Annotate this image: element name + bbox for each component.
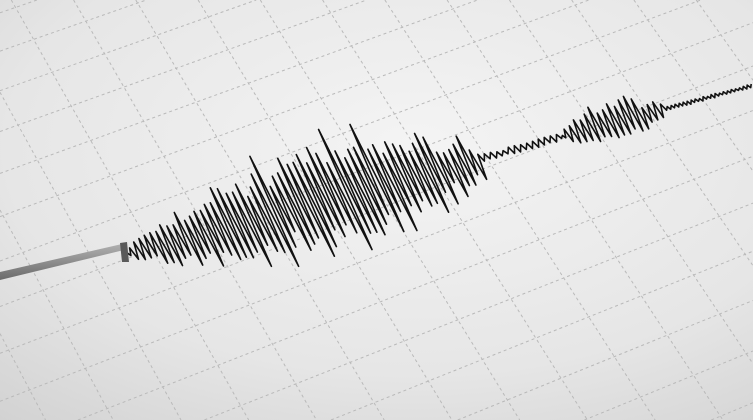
grid-line-horizontal bbox=[0, 0, 478, 174]
grid-line-horizontal bbox=[0, 65, 753, 354]
grid-line-horizontal bbox=[204, 202, 753, 420]
grid-line-horizontal bbox=[457, 300, 753, 420]
grid-line-horizontal bbox=[711, 402, 753, 420]
grid-line-vertical bbox=[10, 0, 250, 420]
grid-line-vertical bbox=[0, 333, 46, 420]
grid-line-horizontal bbox=[0, 0, 367, 132]
grid-line-vertical bbox=[384, 0, 656, 420]
grid-line-horizontal bbox=[330, 250, 753, 420]
grid-line-horizontal bbox=[0, 0, 590, 218]
grid-line-horizontal bbox=[0, 0, 147, 52]
grid-line-vertical bbox=[73, 0, 317, 420]
grid-line-vertical bbox=[322, 0, 588, 420]
grid-line-vertical bbox=[633, 0, 753, 172]
grid-line-horizontal bbox=[0, 110, 753, 402]
grid-line-vertical bbox=[197, 0, 453, 420]
grid-line-vertical bbox=[259, 0, 521, 420]
grid-line-vertical bbox=[0, 209, 114, 420]
grid-line-vertical bbox=[508, 0, 753, 365]
grid-line-horizontal bbox=[584, 350, 753, 420]
recording-needle bbox=[0, 242, 129, 280]
grid-line-horizontal bbox=[0, 0, 38, 14]
grid-line-vertical bbox=[695, 0, 753, 81]
grid-line-horizontal bbox=[0, 0, 701, 262]
trace-waveform bbox=[127, 83, 752, 268]
grid-line-horizontal bbox=[77, 155, 753, 420]
seismic-trace bbox=[127, 83, 752, 268]
